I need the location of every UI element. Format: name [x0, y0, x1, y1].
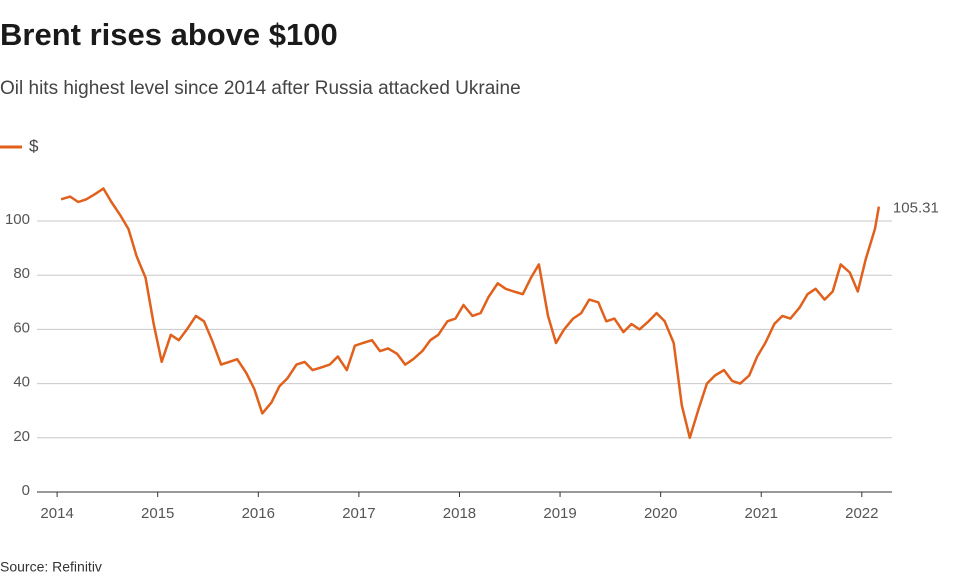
y-tick-label: 0	[22, 482, 30, 499]
x-tick-label: 2021	[745, 505, 778, 522]
legend-label: $	[29, 136, 39, 155]
x-tick-label: 2019	[543, 505, 576, 522]
y-tick-label: 80	[13, 265, 30, 282]
source: Source: Refinitiv	[0, 559, 102, 575]
x-tick-label: 2018	[443, 505, 476, 522]
chart-title: Brent rises above $100	[0, 17, 338, 52]
x-tick-label: 2022	[845, 505, 878, 522]
end-label: 105.31	[893, 200, 939, 217]
y-tick-label: 20	[13, 428, 30, 445]
x-tick-label: 2020	[644, 505, 677, 522]
chart-subtitle: Oil hits highest level since 2014 after …	[0, 78, 521, 99]
x-tick-label: 2017	[342, 505, 375, 522]
line	[60, 187, 881, 440]
y-tick-label: 100	[5, 211, 30, 228]
y-tick-label: 40	[13, 374, 30, 391]
x-tick-label: 2016	[242, 505, 275, 522]
y-tick-label: 60	[13, 319, 30, 336]
x-tick-label: 2015	[141, 505, 174, 522]
x-tick-label: 2014	[40, 505, 73, 522]
